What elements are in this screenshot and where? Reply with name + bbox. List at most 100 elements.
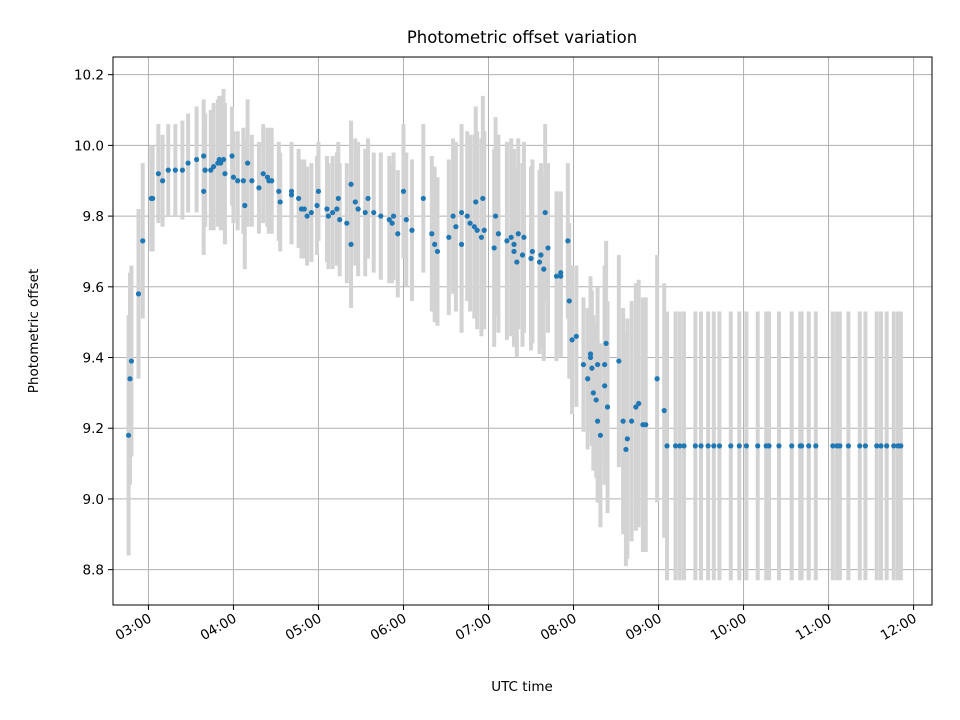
x-tick-label: 04:00: [198, 611, 240, 644]
data-point: [898, 443, 904, 449]
data-point: [245, 160, 251, 166]
data-point: [432, 241, 438, 247]
y-axis-label: Photometric offset: [26, 269, 42, 393]
data-point: [235, 178, 241, 184]
data-point: [434, 248, 441, 255]
data-point: [478, 234, 485, 240]
data-point: [602, 361, 608, 368]
data-point: [335, 195, 341, 202]
data-point: [698, 443, 704, 449]
data-point: [172, 167, 178, 173]
data-point: [862, 443, 869, 449]
data-point: [776, 443, 782, 449]
data-point: [230, 174, 237, 180]
data-point: [218, 160, 224, 166]
data-point: [492, 213, 499, 219]
data-point: [420, 195, 426, 202]
data-point: [222, 171, 228, 177]
y-tick-label: 10.2: [74, 68, 104, 84]
data-point: [521, 234, 527, 240]
data-point: [446, 234, 452, 240]
data-point: [515, 231, 521, 237]
data-point: [464, 213, 470, 219]
data-point: [208, 167, 214, 173]
data-point: [179, 167, 186, 173]
data-points: [125, 153, 904, 453]
data-point: [325, 213, 331, 219]
y-tick-label: 9.0: [83, 492, 104, 508]
data-point: [536, 259, 543, 265]
data-point: [450, 213, 456, 219]
data-point: [677, 443, 683, 449]
data-point: [365, 195, 371, 202]
data-point: [348, 241, 354, 247]
x-tick-label: 06:00: [368, 611, 410, 644]
data-point: [636, 400, 642, 407]
y-tick-label: 9.2: [83, 421, 104, 437]
data-point: [681, 443, 687, 449]
data-point: [566, 298, 572, 304]
data-point: [211, 164, 217, 170]
data-point: [874, 443, 880, 449]
x-tick-label: 08:00: [538, 611, 580, 644]
data-point: [491, 245, 497, 251]
data-point: [692, 443, 698, 449]
data-point: [308, 209, 314, 216]
data-point: [602, 383, 608, 389]
data-point: [386, 217, 392, 223]
data-point: [473, 199, 479, 205]
data-point: [467, 220, 473, 226]
data-point: [390, 213, 397, 219]
data-point: [429, 231, 435, 237]
data-point: [194, 156, 200, 163]
data-point: [590, 390, 596, 396]
data-point: [519, 252, 526, 258]
data-point: [128, 358, 135, 364]
data-point: [481, 227, 487, 233]
data-point: [623, 446, 629, 453]
data-point: [296, 195, 302, 202]
data-point: [545, 245, 551, 251]
x-tick-label: 05:00: [283, 611, 325, 644]
data-point: [324, 206, 330, 212]
data-point: [150, 195, 156, 202]
data-point: [220, 156, 227, 163]
data-point: [728, 443, 734, 449]
data-point: [624, 436, 630, 442]
data-point: [529, 248, 536, 255]
data-point: [565, 238, 571, 244]
data-point: [201, 153, 207, 159]
data-point: [504, 238, 510, 244]
data-point: [165, 167, 171, 173]
data-point: [603, 340, 609, 346]
data-point: [371, 209, 377, 216]
data-point: [352, 199, 358, 205]
data-point: [403, 217, 409, 223]
data-point: [664, 443, 670, 449]
data-point: [542, 209, 548, 216]
errorbars: [126, 88, 903, 581]
data-point: [743, 443, 749, 449]
data-point: [249, 178, 255, 184]
data-point: [604, 404, 611, 410]
data-point: [159, 178, 166, 184]
data-point: [508, 234, 514, 240]
x-tick-label: 09:00: [623, 611, 665, 644]
data-point: [716, 443, 723, 449]
data-point: [395, 231, 401, 237]
data-point: [301, 206, 307, 212]
plot-frame: [112, 56, 933, 606]
data-point: [480, 195, 486, 202]
data-point: [471, 224, 477, 230]
data-point: [589, 365, 595, 371]
y-tick-label: 10.0: [74, 138, 104, 154]
x-tick-label: 12:00: [878, 611, 920, 644]
data-point: [541, 266, 547, 272]
data-point: [594, 361, 601, 368]
data-point: [878, 443, 884, 449]
data-point: [633, 404, 639, 410]
data-point: [315, 188, 322, 194]
data-point: [135, 291, 142, 297]
data-point: [661, 407, 667, 414]
